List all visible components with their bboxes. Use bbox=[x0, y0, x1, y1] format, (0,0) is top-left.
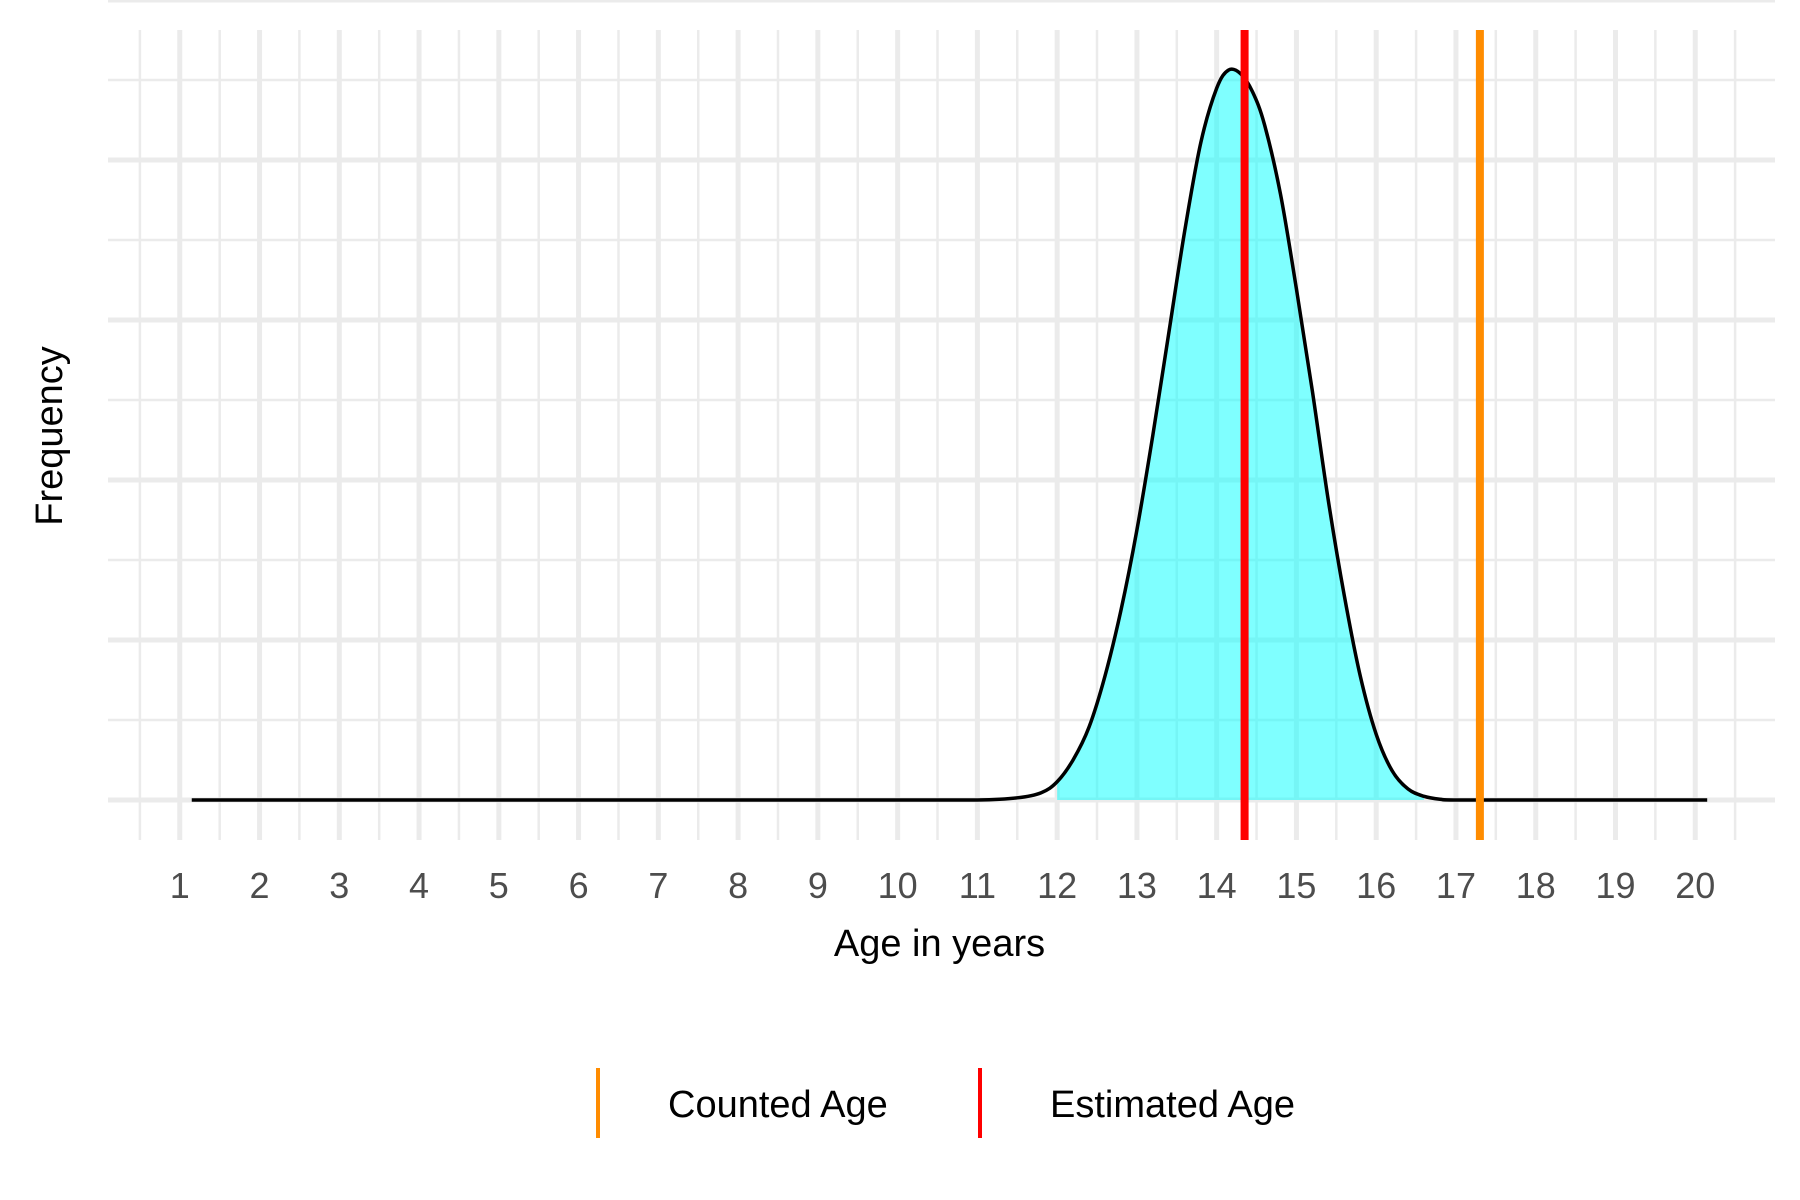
x-tick-label: 7 bbox=[648, 865, 668, 906]
x-tick-label: 20 bbox=[1675, 865, 1715, 906]
x-axis-title: Age in years bbox=[834, 923, 1045, 965]
reference-lines bbox=[1240, 30, 1484, 840]
density-curve-layer bbox=[191, 67, 1708, 802]
x-axis-ticks: 1 2 3 4 5 6 7 8 9 10 11 12 13 14 15 16 17 18 19 20 bbox=[170, 865, 1715, 906]
x-tick-label: 9 bbox=[808, 865, 828, 906]
x-tick-label: 11 bbox=[959, 865, 996, 906]
x-tick-label: 1 bbox=[170, 865, 190, 906]
x-tick-label: 17 bbox=[1436, 865, 1476, 906]
estimated-age-legend-label: Estimated Age bbox=[1050, 1084, 1295, 1126]
x-tick-label: 2 bbox=[250, 865, 270, 906]
x-tick-label: 10 bbox=[878, 865, 918, 906]
x-tick-label: 15 bbox=[1276, 865, 1316, 906]
density-curve bbox=[191, 67, 1708, 802]
legend: Counted Age Estimated Age bbox=[596, 1068, 1295, 1138]
x-tick-label: 5 bbox=[489, 865, 509, 906]
counted-age-legend-label: Counted Age bbox=[668, 1084, 888, 1126]
x-tick-label: 12 bbox=[1037, 865, 1077, 906]
x-tick-label: 16 bbox=[1356, 865, 1396, 906]
x-tick-label: 8 bbox=[728, 865, 748, 906]
x-tick-label: 6 bbox=[569, 865, 589, 906]
x-tick-label: 18 bbox=[1516, 865, 1556, 906]
x-tick-label: 4 bbox=[409, 865, 429, 906]
x-tick-label: 19 bbox=[1595, 865, 1635, 906]
x-tick-label: 3 bbox=[329, 865, 349, 906]
grid bbox=[108, 0, 1775, 840]
x-tick-label: 13 bbox=[1117, 865, 1157, 906]
y-axis-title: Frequency bbox=[29, 346, 71, 526]
x-tick-label: 14 bbox=[1197, 865, 1237, 906]
